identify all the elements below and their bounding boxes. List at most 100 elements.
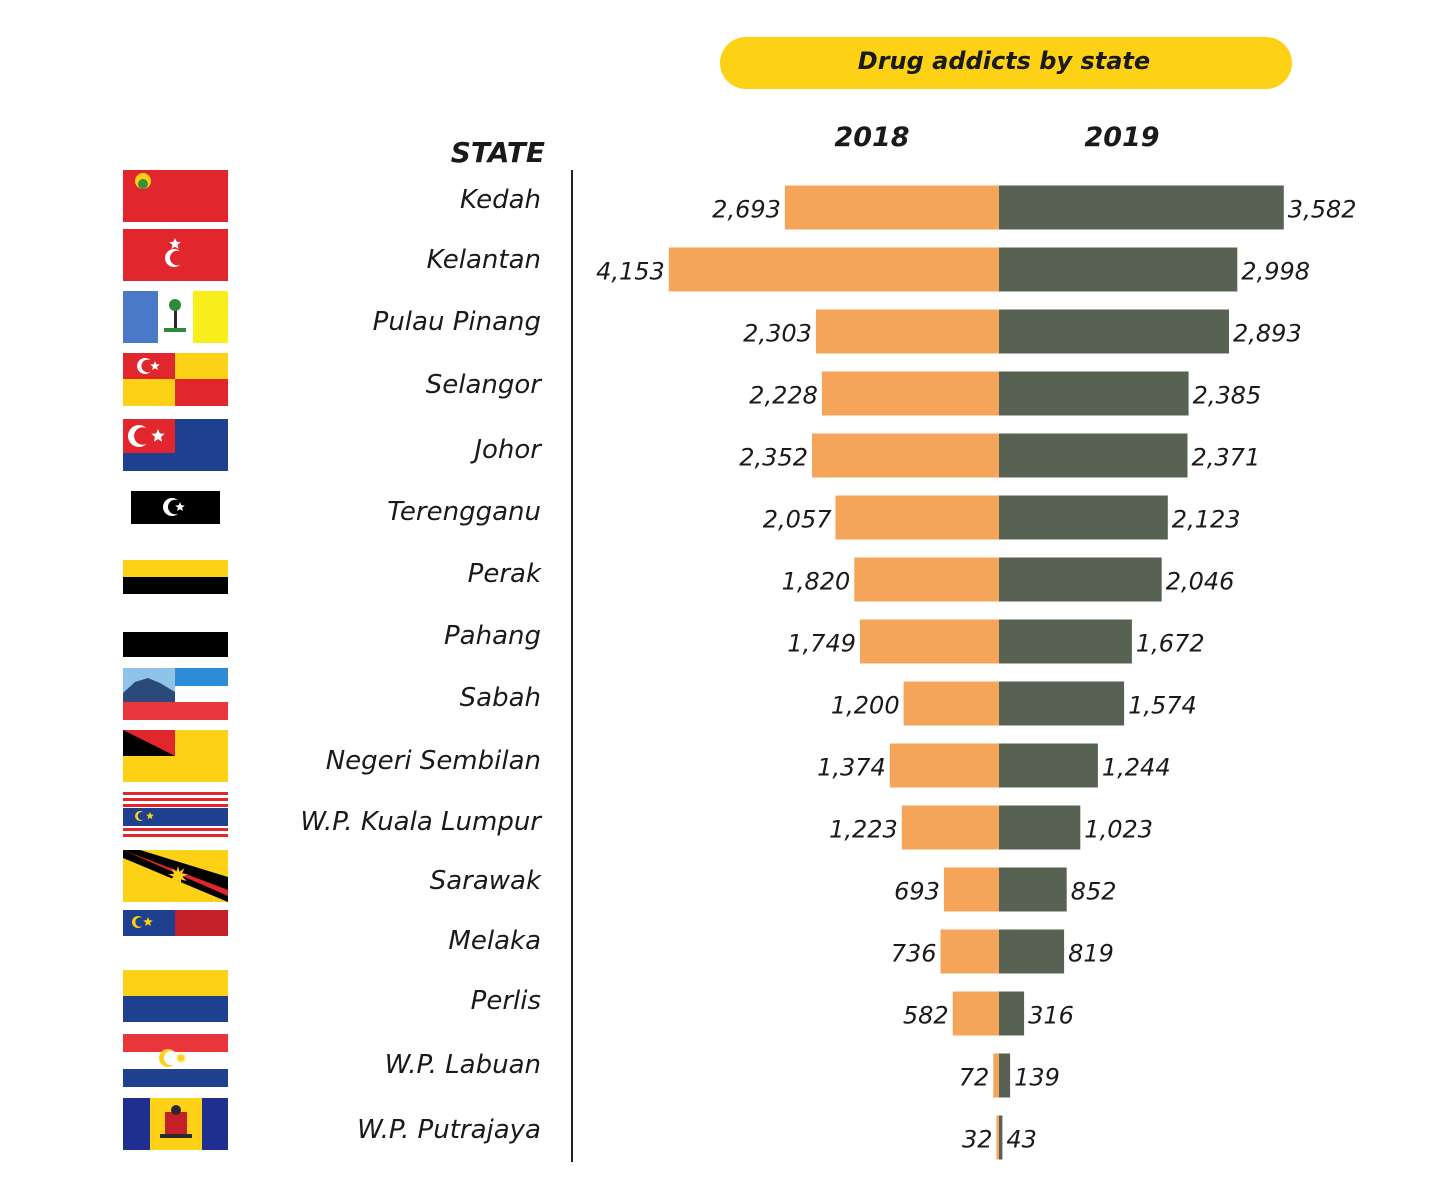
value-label-2018-melaka: 736 (891, 940, 937, 968)
bar-2019-negeri-sembilan (999, 743, 1098, 788)
value-label-2019-negeri-sembilan: 1,244 (1102, 754, 1171, 782)
value-label-2018-w-p-labuan: 72 (959, 1064, 990, 1092)
state-label-melaka: Melaka (448, 926, 541, 956)
title-pill (720, 37, 1292, 89)
state-label-sarawak: Sarawak (430, 866, 542, 896)
chart-title: Drug addicts by state (858, 47, 1150, 75)
value-label-2018-pahang: 1,749 (787, 630, 856, 658)
melaka-flag-icon (123, 910, 228, 936)
state-labels: Kedah Kelantan Pulau Pinang Selangor Johor Te… (300, 185, 543, 1145)
labuan-flag-icon (123, 1034, 228, 1087)
value-label-2019-kedah: 3,582 (1288, 196, 1357, 224)
kuala-lumpur-flag-icon (123, 792, 228, 837)
negeri-sembilan-flag-icon (123, 730, 228, 782)
state-label-pulau-pinang: Pulau Pinang (373, 307, 541, 337)
value-label-2018-selangor: 2,228 (749, 382, 818, 410)
value-label-2019-w-p-kuala-lumpur: 1,023 (1084, 816, 1153, 844)
value-label-2019-pahang: 1,672 (1136, 630, 1205, 658)
bar-2018-w-p-labuan (993, 1053, 999, 1098)
state-label-kelantan: Kelantan (427, 245, 541, 275)
bar-2018-perak (854, 557, 999, 602)
bar-2019-johor (999, 433, 1188, 478)
value-label-2019-melaka: 819 (1068, 940, 1114, 968)
state-label-w-p-labuan: W.P. Labuan (385, 1050, 541, 1080)
bar-2019-w-p-labuan (999, 1053, 1011, 1098)
bar-2019-w-p-putrajaya (999, 1115, 1003, 1160)
value-label-2019-selangor: 2,385 (1193, 382, 1262, 410)
bar-2018-w-p-kuala-lumpur (901, 805, 999, 850)
value-label-2019-kelantan: 2,998 (1241, 258, 1310, 286)
value-label-2019-johor: 2,371 (1192, 444, 1261, 472)
value-label-2019-terengganu: 2,123 (1172, 506, 1241, 534)
series-header-2018: 2018 (834, 122, 909, 153)
value-label-2018-pulau-pinang: 2,303 (743, 320, 812, 348)
bar-2018-pulau-pinang (815, 309, 999, 354)
kedah-flag-icon (123, 170, 228, 222)
sarawak-flag-icon (123, 850, 228, 902)
bar-2018-selangor (821, 371, 999, 416)
value-label-2018-kelantan: 4,153 (596, 258, 665, 286)
state-label-kedah: Kedah (460, 185, 541, 215)
selangor-flag-icon (123, 353, 228, 406)
bar-2019-perlis (999, 991, 1025, 1036)
bar-2019-sabah (999, 681, 1125, 726)
value-label-2018-perlis: 582 (903, 1002, 949, 1030)
value-label-2018-w-p-kuala-lumpur: 1,223 (829, 816, 898, 844)
bar-2019-kelantan (999, 247, 1238, 292)
value-label-2019-sabah: 1,574 (1128, 692, 1197, 720)
bar-2018-sarawak (943, 867, 999, 912)
state-label-w-p-putrajaya: W.P. Putrajaya (357, 1115, 541, 1145)
value-label-2018-kedah: 2,693 (712, 196, 781, 224)
bar-2018-perlis (952, 991, 999, 1036)
state-label-johor: Johor (469, 435, 543, 465)
value-label-2019-sarawak: 852 (1071, 878, 1117, 906)
value-label-2018-w-p-putrajaya: 32 (962, 1126, 993, 1154)
johor-flag-icon (123, 419, 228, 471)
bars: 2,693 3,582 4,153 2,998 2,303 2,893 2,228 2,385… (596, 185, 1357, 1160)
bar-2019-perak (999, 557, 1162, 602)
bar-2018-melaka (940, 929, 999, 974)
value-label-2018-perak: 1,820 (782, 568, 851, 596)
value-label-2019-perlis: 316 (1028, 1002, 1074, 1030)
bar-2019-pulau-pinang (999, 309, 1229, 354)
sabah-flag-icon (123, 668, 228, 720)
state-label-terengganu: Terengganu (387, 497, 541, 527)
value-label-2018-negeri-sembilan: 1,374 (817, 754, 886, 782)
bar-2018-w-p-putrajaya (996, 1115, 999, 1160)
perlis-flag-icon (123, 970, 228, 1022)
bar-2018-kedah (784, 185, 999, 230)
bar-2019-selangor (999, 371, 1189, 416)
state-column-header: STATE (451, 136, 545, 169)
value-label-2018-sarawak: 693 (894, 878, 940, 906)
bar-2019-sarawak (999, 867, 1067, 912)
bar-2018-negeri-sembilan (889, 743, 999, 788)
bar-2018-johor (812, 433, 999, 478)
bar-2018-kelantan (668, 247, 999, 292)
perak-flag-icon (123, 560, 228, 594)
bar-2019-terengganu (999, 495, 1168, 540)
value-label-2019-perak: 2,046 (1166, 568, 1235, 596)
putrajaya-flag-icon (123, 1098, 228, 1150)
flag-column (123, 170, 228, 1150)
state-label-w-p-kuala-lumpur: W.P. Kuala Lumpur (300, 807, 543, 837)
bar-2019-w-p-kuala-lumpur (999, 805, 1081, 850)
value-label-2018-johor: 2,352 (739, 444, 808, 472)
state-label-negeri-sembilan: Negeri Sembilan (326, 746, 541, 776)
bar-2018-terengganu (835, 495, 999, 540)
state-label-selangor: Selangor (426, 370, 544, 400)
state-label-perak: Perak (468, 559, 542, 589)
bar-2019-melaka (999, 929, 1065, 974)
series-header-2019: 2019 (1084, 122, 1159, 153)
bar-2018-pahang (860, 619, 999, 664)
value-label-2018-sabah: 1,200 (831, 692, 900, 720)
kelantan-flag-icon (123, 229, 228, 281)
bar-2019-kedah (999, 185, 1284, 230)
bar-2018-sabah (903, 681, 999, 726)
value-label-2019-w-p-labuan: 139 (1014, 1064, 1060, 1092)
terengganu-flag-icon (131, 488, 220, 524)
state-label-pahang: Pahang (444, 621, 541, 651)
state-label-perlis: Perlis (471, 986, 541, 1016)
pahang-flag-icon (123, 632, 228, 657)
value-label-2018-terengganu: 2,057 (763, 506, 832, 534)
